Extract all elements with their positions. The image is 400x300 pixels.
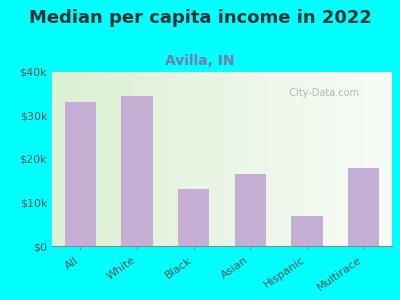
Bar: [348, 168, 379, 246]
Text: Avilla, IN: Avilla, IN: [165, 54, 235, 68]
Text: City-Data.com: City-Data.com: [283, 88, 359, 98]
Bar: [122, 96, 152, 246]
Bar: [178, 190, 209, 246]
Bar: [235, 174, 266, 246]
Text: Median per capita income in 2022: Median per capita income in 2022: [28, 9, 372, 27]
Bar: [292, 215, 322, 246]
Bar: [65, 102, 96, 246]
